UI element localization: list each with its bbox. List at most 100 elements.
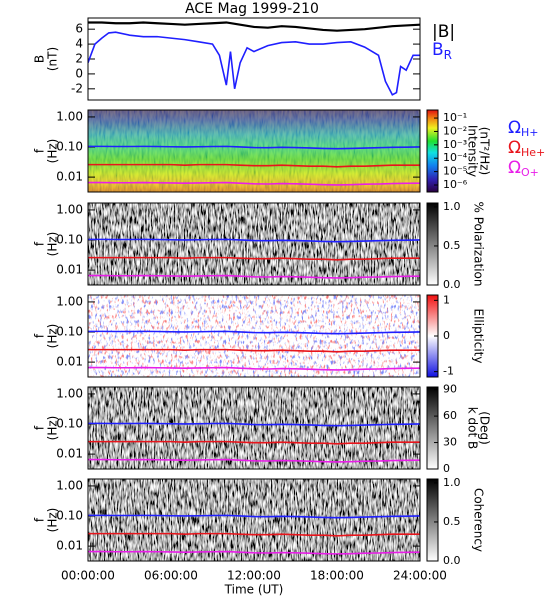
y-axis-label: (nT) — [46, 47, 60, 71]
spectrogram — [88, 387, 420, 469]
colorbar-tick-label: -1 — [443, 365, 454, 378]
colorbar-label: Intensity — [466, 125, 480, 177]
y-tick-label: 1.00 — [56, 386, 83, 400]
spectrogram-texture — [88, 110, 420, 192]
y-tick-label: 1.00 — [56, 109, 83, 123]
colorbar-tick-label: 0.0 — [443, 554, 461, 567]
y-axis-label: B — [33, 55, 47, 63]
colorbar-tick-label: 0 — [443, 329, 450, 342]
y-tick-label: 1.00 — [56, 478, 83, 492]
y-tick-label: 4 — [75, 37, 83, 51]
y-tick-label: 0.01 — [56, 355, 83, 369]
series-line — [88, 330, 420, 335]
legend-name: Ω — [508, 158, 521, 178]
legend-subscript: R — [444, 48, 452, 62]
plot-frame — [87, 386, 421, 470]
legend-subscript: He+ — [521, 146, 545, 159]
series-line — [88, 145, 420, 150]
y-axis-label: f — [33, 241, 47, 246]
colorbar-tick-label: 60 — [443, 409, 457, 422]
y-axis-label: (Hz) — [46, 508, 60, 533]
y-axis-label: f — [33, 333, 47, 338]
series-line — [88, 422, 420, 427]
legend-entry: ΩH+ — [508, 118, 539, 139]
colorbar — [426, 386, 439, 470]
y-tick-label: 0.10 — [56, 140, 83, 154]
legend-subscript: O+ — [521, 166, 539, 179]
colorbar-tick-label: 0 — [443, 462, 450, 475]
legend-entry: BR — [432, 40, 452, 62]
colorbar — [426, 109, 439, 193]
x-axis-label: Time (UT) — [224, 583, 284, 597]
colorbar-label: Coherency — [472, 488, 486, 552]
y-tick-label: 1.00 — [56, 202, 83, 216]
colorbar-tick-label: 10⁻⁵ — [443, 165, 467, 178]
y-tick-label: 2 — [75, 52, 83, 66]
series-line — [88, 21, 420, 32]
y-axis-label: f — [33, 148, 47, 153]
colorbar-tick-label: 0.5 — [443, 515, 461, 528]
x-tick-label: 00:00:00 — [61, 569, 115, 583]
legend-name: Ω — [508, 118, 521, 138]
plot-frame — [87, 478, 421, 562]
y-tick-label: 0.10 — [56, 417, 83, 431]
y-tick-label: 0.10 — [56, 325, 83, 339]
y-axis-label: (Hz) — [46, 232, 60, 257]
y-tick-label: 0.10 — [56, 233, 83, 247]
spectrogram — [88, 479, 420, 561]
y-tick-label: 1.00 — [56, 294, 83, 308]
colorbar-label: Ellipticity — [472, 309, 486, 364]
y-tick-label: 0.01 — [56, 170, 83, 184]
colorbar-tick-label: 10⁻⁴ — [443, 151, 468, 164]
series-line — [88, 366, 420, 371]
colorbar-tick-label: 10⁻⁶ — [443, 178, 468, 191]
colorbar — [426, 202, 439, 286]
y-tick-label: 0.01 — [56, 539, 83, 553]
colorbar-tick-label: 1 — [443, 293, 450, 306]
legend-name: B — [432, 40, 444, 60]
plot-frame — [87, 294, 421, 378]
series-line — [88, 458, 420, 463]
y-axis-label: (Hz) — [46, 416, 60, 441]
legend-name: Ω — [508, 138, 521, 158]
y-axis-label: f — [33, 517, 47, 522]
series-line — [88, 532, 420, 537]
x-tick-label: 18:00:00 — [310, 569, 364, 583]
plot-frame — [87, 17, 421, 101]
y-tick-label: -2 — [71, 81, 83, 95]
colorbar-label: k dot B — [466, 407, 480, 449]
colorbar-tick-label: 10⁻² — [443, 124, 467, 137]
series-line — [88, 274, 420, 279]
y-tick-label: 0.01 — [56, 447, 83, 461]
colorbar-tick-label: 0.0 — [443, 278, 461, 291]
y-axis-label: f — [33, 425, 47, 430]
colorbar-tick-label: 10⁻¹ — [443, 111, 467, 124]
series-line — [88, 256, 420, 261]
legend-entry: ΩO+ — [508, 158, 539, 179]
legend-entry: |B| — [432, 22, 455, 42]
legend-entry: ΩHe+ — [508, 138, 545, 159]
series-line — [88, 440, 420, 445]
y-tick-label: 0.10 — [56, 509, 83, 523]
chart-title: ACE Mag 1999-210 — [185, 1, 319, 17]
y-axis-label: (Hz) — [46, 139, 60, 164]
series-line — [88, 163, 420, 168]
spectrogram — [88, 203, 420, 285]
spectrogram-blue — [88, 295, 420, 377]
series-line — [88, 550, 420, 555]
colorbar-label: (nT²/Hz) — [478, 127, 492, 175]
legend-name: |B| — [432, 22, 455, 42]
series-line — [88, 238, 420, 243]
plot-frame — [87, 109, 421, 193]
x-tick-label: 06:00:00 — [144, 569, 198, 583]
series-line — [88, 348, 420, 353]
colorbar-label: (Deg) — [478, 411, 492, 445]
series-line — [88, 181, 420, 186]
colorbar-tick-label: 1.0 — [443, 476, 461, 489]
series-line — [88, 31, 420, 96]
colorbar-tick-label: 30 — [443, 436, 457, 449]
series-line — [88, 514, 420, 519]
colorbar-label: % Polarization — [472, 202, 486, 287]
